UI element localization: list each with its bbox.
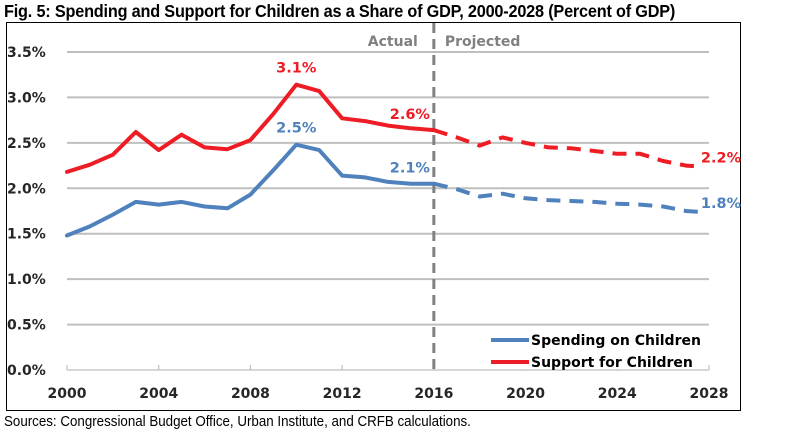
x-tick-label: 2024 <box>598 386 637 402</box>
projection-divider: Actual Projected <box>368 23 521 370</box>
x-tick-label: 2004 <box>139 386 178 402</box>
data-label: 1.8% <box>701 196 742 212</box>
data-label: 3.1% <box>276 61 317 77</box>
y-tick-label: 2.5% <box>7 136 46 152</box>
actual-label: Actual <box>368 34 418 50</box>
y-tick-label: 0.5% <box>7 318 46 334</box>
legend-label: Spending on Children <box>531 333 701 349</box>
x-axis-labels: 2000 2004 2008 2012 2016 2020 2024 2028 <box>48 386 729 402</box>
x-tick-label: 2008 <box>231 386 270 402</box>
legend-label: Support for Children <box>531 355 693 371</box>
y-tick-label: 0.0% <box>7 363 46 379</box>
x-tick-label: 2000 <box>48 386 87 402</box>
chart-frame <box>6 22 741 411</box>
spending-on-children-actual-line <box>65 142 436 238</box>
data-label: 2.5% <box>276 121 317 137</box>
data-label: 2.1% <box>390 161 431 177</box>
y-tick-label: 3.5% <box>7 45 46 61</box>
spending-on-children-projected-line <box>433 181 700 214</box>
legend: Spending on Children Support for Children <box>486 327 708 371</box>
source-note: Sources: Congressional Budget Office, Ur… <box>4 414 471 430</box>
y-tick-label: 2.0% <box>7 181 46 197</box>
x-tick-label: 2012 <box>323 386 362 402</box>
projected-label: Projected <box>445 34 521 50</box>
x-tick-label: 2016 <box>414 386 453 402</box>
gridlines <box>67 51 709 326</box>
data-annotations: 2.5% 2.1% 1.8% 3.1% 2.6% 2.2% <box>276 61 741 212</box>
y-tick-label: 3.0% <box>7 90 46 106</box>
support-for-children-actual-line <box>65 82 436 174</box>
y-tick-label: 1.5% <box>7 227 46 243</box>
chart-title: Fig. 5: Spending and Support for Childre… <box>4 1 676 21</box>
support-for-children-projected-line <box>433 128 700 169</box>
series-lines <box>65 82 700 238</box>
y-tick-label: 1.0% <box>7 272 46 288</box>
x-tick-label: 2028 <box>690 386 729 402</box>
y-axis-labels: 0.0% 0.5% 1.0% 1.5% 2.0% 2.5% 3.0% 3.5% <box>7 45 46 379</box>
data-label: 2.2% <box>701 150 742 166</box>
x-tick-label: 2020 <box>506 386 545 402</box>
data-label: 2.6% <box>390 107 431 123</box>
